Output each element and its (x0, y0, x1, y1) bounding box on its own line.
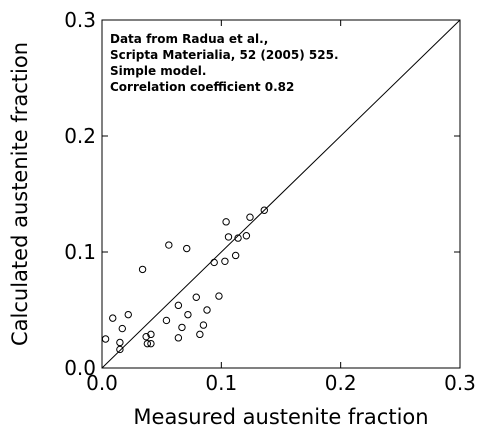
data-point (196, 330, 204, 339)
data-point (147, 330, 155, 339)
plot-frame (101, 19, 461, 369)
y-tick-label: 0.0 (64, 356, 96, 380)
data-point (174, 334, 183, 342)
data-point (162, 316, 171, 325)
data-point (116, 345, 124, 354)
data-point (116, 338, 124, 347)
y-tick-label: 0.3 (64, 8, 96, 32)
data-point (222, 218, 230, 226)
data-point (199, 321, 208, 329)
data-point (142, 332, 150, 341)
data-point (210, 258, 218, 267)
y-axis-label: Calculated austenite fraction (8, 42, 32, 346)
x-axis-label: Measured austenite fraction (133, 405, 428, 429)
data-point (184, 310, 192, 319)
data-point (246, 213, 254, 221)
identity-line (101, 19, 461, 369)
data-point (124, 310, 132, 319)
data-point (109, 314, 117, 322)
data-point (143, 339, 152, 348)
data-point (224, 233, 233, 241)
x-tick-label: 0.1 (205, 371, 237, 395)
annotation-line: Correlation coefficient 0.82 (110, 80, 294, 94)
annotation-line: Simple model. (110, 64, 206, 78)
annotation-block: Data from Radua et al., Scripta Materiali… (110, 32, 339, 94)
data-points (101, 206, 268, 354)
data-point (215, 292, 223, 300)
annotation-line: Scripta Materialia, 52 (2005) 525. (110, 48, 339, 62)
data-point (242, 232, 251, 240)
data-point (147, 339, 155, 348)
data-point (101, 335, 110, 343)
x-tick-label: 0.2 (325, 371, 357, 395)
data-point (174, 301, 183, 310)
data-point (118, 324, 126, 333)
annotation-line: Data from Radua et al., (110, 32, 268, 46)
data-point (178, 323, 186, 332)
data-point (260, 206, 268, 214)
y-tick-label: 0.1 (64, 240, 96, 264)
x-tick-label: 0.0 (86, 371, 118, 395)
data-point (234, 234, 242, 242)
data-point (203, 306, 211, 314)
data-point (138, 265, 147, 274)
data-point (221, 257, 229, 265)
data-point (183, 244, 191, 253)
axis-ticks: 0.0 0.1 0.2 0.3 0.0 0.1 0.2 0.3 (64, 8, 476, 395)
x-tick-label: 0.3 (444, 371, 476, 395)
data-point (231, 251, 240, 260)
data-point (192, 293, 200, 301)
y-tick-label: 0.2 (64, 124, 96, 148)
data-point (165, 241, 173, 249)
